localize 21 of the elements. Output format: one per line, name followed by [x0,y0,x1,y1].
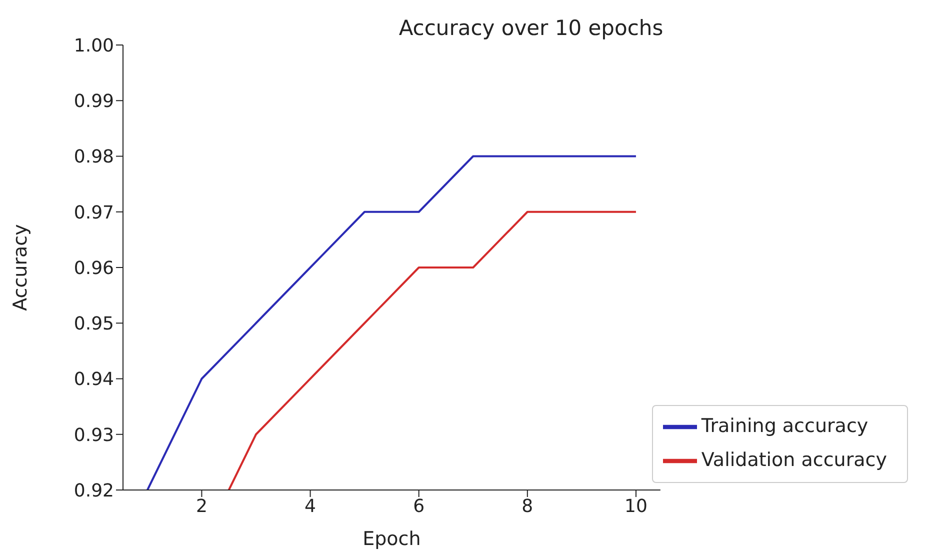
y-axis-title: Accuracy [10,224,32,311]
x-tick-label: 6 [413,496,425,517]
y-tick-label: 0.93 [74,424,114,446]
y-tick-label: 0.97 [74,202,114,224]
y-tick-label: 1.00 [74,35,114,56]
x-axis-title: Epoch [362,528,421,550]
line-series [146,155,637,490]
y-tick-label: 0.92 [74,480,114,502]
x-tick-label: 10 [624,496,648,517]
y-tick-label: 0.95 [74,314,114,335]
y-tick-label: 0.99 [74,91,114,112]
x-tick-label: 4 [304,496,316,517]
y-tick-label: 0.98 [74,146,114,168]
y-tick-label: 0.96 [74,258,114,279]
chart-title: Accuracy over 10 epochs [398,16,664,40]
x-tick-label: 2 [196,496,208,517]
x-tick-label: 8 [522,496,534,517]
y-tick-label: 0.94 [74,369,114,390]
legend-label: Validation accuracy [701,449,887,472]
legend-label: Training accuracy [701,415,868,438]
line-series [228,210,637,490]
